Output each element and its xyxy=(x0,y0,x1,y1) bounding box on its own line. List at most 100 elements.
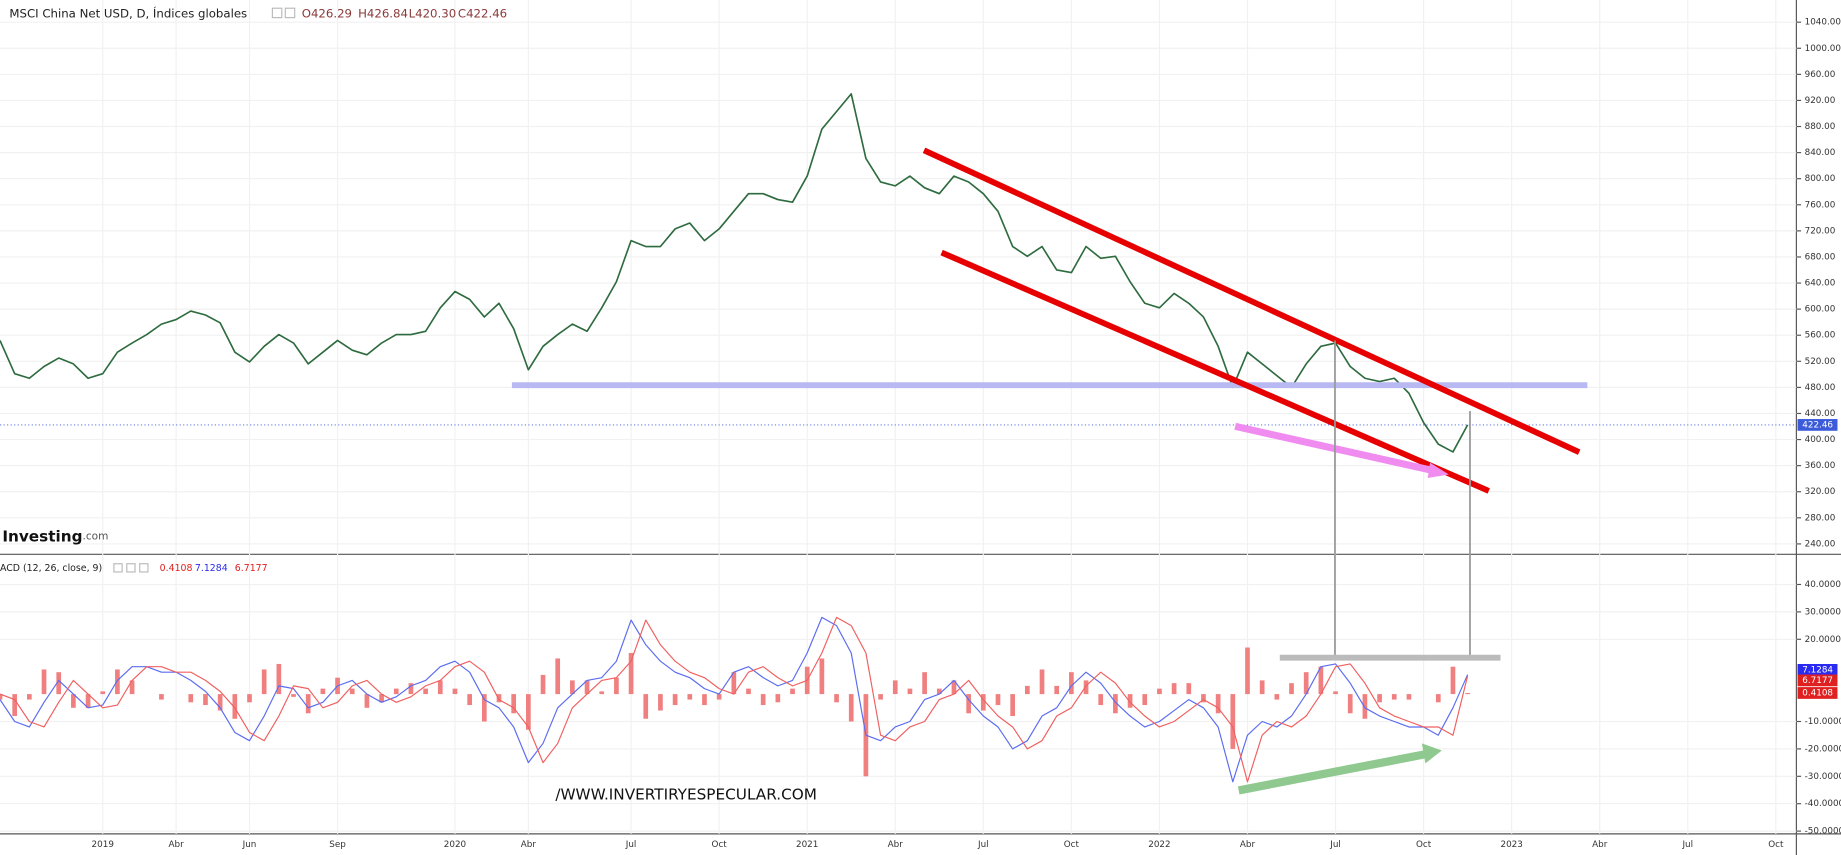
histogram-bar xyxy=(966,694,971,714)
ohlc-close: C422.46 xyxy=(458,7,507,21)
value-tag-label: 422.46 xyxy=(1802,420,1833,430)
histogram-bar xyxy=(1098,694,1104,706)
histogram-bar xyxy=(980,694,986,711)
histogram-bar xyxy=(716,694,722,700)
histogram-bar xyxy=(291,694,296,697)
marks xyxy=(0,0,1838,834)
histogram-bar xyxy=(1333,691,1338,695)
histogram-bar xyxy=(584,680,590,695)
x-tick-label: Oct xyxy=(1768,840,1784,850)
histogram-bar xyxy=(467,694,472,706)
histogram-bar xyxy=(364,694,370,708)
logo-domain: .com xyxy=(83,531,109,543)
histogram-bar xyxy=(452,688,458,695)
histogram-bar xyxy=(203,694,208,706)
y-tick-label: 600.00 xyxy=(1805,305,1836,315)
x-tick-label: 2020 xyxy=(444,840,467,850)
histogram-bar xyxy=(1303,672,1309,695)
histogram-bar xyxy=(760,694,766,706)
histogram-bar xyxy=(1435,694,1441,703)
macd-divergence-arrow xyxy=(1237,749,1428,795)
icon xyxy=(113,563,123,573)
value-tag xyxy=(1797,663,1838,676)
histogram-bar xyxy=(1259,680,1265,695)
histogram-bar xyxy=(379,694,384,703)
macd-value: 7.1284 xyxy=(195,563,228,574)
x-tick-label: 2019 xyxy=(92,840,114,850)
y-tick-label: 320.00 xyxy=(1805,487,1836,497)
y-tick-label: 760.00 xyxy=(1805,200,1836,210)
y-tick-label: 400.00 xyxy=(1805,435,1836,445)
x-tick-label: Jul xyxy=(977,840,989,850)
histogram-bar xyxy=(12,694,18,717)
histogram-bar xyxy=(27,694,32,700)
histogram-bar xyxy=(614,677,619,695)
histogram-bar xyxy=(892,680,898,695)
y-tick-label: 720.00 xyxy=(1805,226,1836,236)
histogram-bar xyxy=(1274,694,1280,700)
y-tick-label: 20.0000 xyxy=(1805,635,1841,645)
histogram-bar xyxy=(56,672,62,695)
y-tick-label: 30.0000 xyxy=(1805,607,1841,617)
value-tag-label: 6.7177 xyxy=(1802,676,1833,686)
histogram-bar xyxy=(511,694,517,714)
x-tick-label: Jul xyxy=(1681,840,1693,850)
histogram-bar xyxy=(1024,685,1030,695)
histogram-bar xyxy=(951,680,957,695)
histogram-bar xyxy=(790,688,795,695)
histogram-bar xyxy=(71,694,76,708)
histogram-bar xyxy=(1171,683,1177,695)
histogram-bar xyxy=(1157,688,1162,695)
histogram-bar xyxy=(1450,666,1456,695)
histogram-bar xyxy=(188,694,194,703)
y-tick-label: -20.0000 xyxy=(1805,744,1841,754)
y-tick-label: 440.00 xyxy=(1805,409,1836,419)
histogram-bar xyxy=(1465,692,1470,695)
histogram-bar xyxy=(687,694,693,700)
x-tick-label: Abr xyxy=(1592,840,1608,850)
y-tick-label: -50.0000 xyxy=(1805,827,1841,837)
y-tick-label: 800.00 xyxy=(1805,174,1836,184)
histogram-bar xyxy=(1406,694,1412,700)
y-tick-label: 920.00 xyxy=(1805,96,1836,106)
x-tick-label: Abr xyxy=(521,840,537,850)
histogram-bar xyxy=(129,680,135,695)
y-tick-label: 680.00 xyxy=(1805,252,1836,262)
histogram-bar xyxy=(1201,694,1206,703)
x-tick-label: 2023 xyxy=(1500,840,1522,850)
histogram-bar xyxy=(746,688,751,695)
histogram-bar xyxy=(599,691,605,695)
histogram-bar xyxy=(570,680,575,695)
x-tick-label: Abr xyxy=(1240,840,1256,850)
icon xyxy=(139,563,149,573)
x-tick-label: Oct xyxy=(1064,840,1080,850)
y-tick-label: 960.00 xyxy=(1805,70,1836,80)
y-tick-label: 1040.00 xyxy=(1805,18,1841,28)
histogram-bar xyxy=(819,658,825,695)
histogram-bar xyxy=(1377,694,1382,703)
indicator-title: ACD (12, 26, close, 9) xyxy=(0,563,102,574)
logo: Investing.com xyxy=(2,527,108,545)
histogram-bar xyxy=(1113,694,1118,714)
histogram-bar xyxy=(261,669,267,695)
histogram-bar xyxy=(100,691,106,695)
icon xyxy=(126,563,136,573)
line xyxy=(0,616,1469,783)
y-tick-label: 520.00 xyxy=(1805,357,1836,367)
y-tick-label: 1000.00 xyxy=(1805,44,1841,54)
histogram-bar xyxy=(672,694,678,706)
histogram-bar xyxy=(1069,672,1074,695)
histogram-bar xyxy=(1391,694,1397,700)
histogram-bar xyxy=(1289,683,1294,695)
histogram-bar xyxy=(1142,694,1148,706)
histogram-bar xyxy=(115,669,120,695)
histogram-bar xyxy=(702,694,707,706)
histogram-bar xyxy=(437,680,443,695)
y-tick-label: 640.00 xyxy=(1805,279,1836,289)
line xyxy=(0,616,1469,783)
histogram-bar xyxy=(41,669,47,695)
x-tick-label: Sep xyxy=(329,840,346,850)
histogram-bar xyxy=(349,688,355,695)
